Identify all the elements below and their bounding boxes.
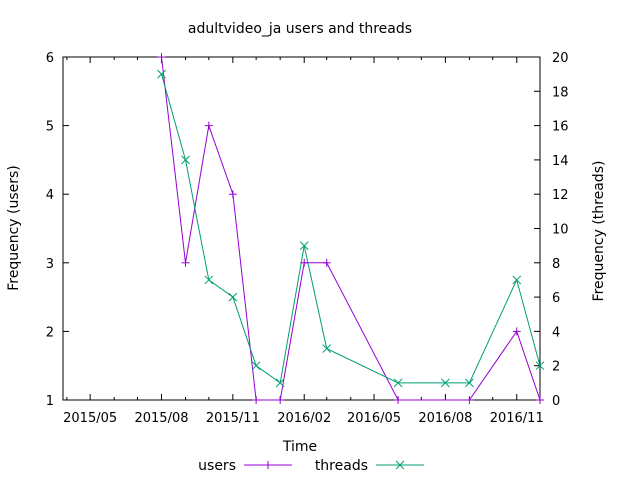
legend: users threads (198, 458, 424, 474)
y2-tick-label: 6 (552, 291, 560, 306)
data-point-users (276, 396, 285, 404)
legend-swatch-users (244, 461, 292, 469)
y-tick-label: 1 (46, 394, 54, 409)
data-point-threads (299, 241, 309, 251)
x-tick-label: 2015/08 (134, 411, 188, 426)
series-line-threads (161, 74, 541, 384)
x-tick-label: 2016/02 (277, 411, 331, 426)
data-point-users (157, 53, 166, 61)
series-line-users (161, 56, 541, 401)
y-tick-label: 2 (46, 325, 54, 340)
y2-tick-label: 14 (552, 154, 569, 169)
data-point-users (252, 396, 261, 404)
series-markers (157, 53, 545, 404)
x-tick-label: 2015/11 (206, 411, 260, 426)
data-point-users (465, 396, 474, 404)
legend-marker-threads (395, 460, 405, 470)
data-point-users (181, 258, 190, 267)
data-point-users (512, 327, 521, 336)
y2-tick-label: 4 (552, 325, 560, 340)
y-tick-label: 5 (46, 120, 54, 135)
x-tick-label: 2016/08 (418, 411, 472, 426)
y2-tick-label: 20 (552, 51, 569, 66)
chart-title: adultvideo_ja users and threads (188, 21, 412, 37)
legend-label-threads: threads (315, 458, 368, 474)
data-point-threads (393, 378, 403, 388)
data-point-threads (512, 275, 522, 285)
series-lines (161, 56, 541, 401)
data-point-threads (441, 378, 450, 388)
data-point-users (204, 121, 213, 130)
x-tick-label: 2016/11 (490, 411, 544, 426)
data-point-threads (322, 344, 332, 353)
data-point-threads (275, 378, 285, 388)
y2-tick-label: 18 (552, 85, 569, 100)
legend-label-users: users (198, 458, 236, 474)
legend-marker-users (264, 461, 272, 469)
data-point-threads (465, 378, 474, 388)
data-point-threads (157, 69, 166, 79)
data-point-users (322, 258, 331, 267)
data-point-users (300, 258, 309, 267)
y-axis-label: Frequency (users) (6, 165, 22, 291)
y-tick-label: 6 (46, 51, 54, 66)
x-axis-label: Time (282, 439, 317, 455)
y2-tick-label: 2 (552, 360, 560, 375)
y-tick-label: 3 (46, 257, 54, 272)
data-point-threads (228, 292, 238, 302)
data-point-users (228, 190, 237, 199)
y2-tick-label: 10 (552, 223, 569, 238)
legend-swatch-threads (376, 460, 424, 470)
y2-tick-label: 0 (552, 394, 560, 409)
data-point-threads (204, 275, 214, 285)
data-point-threads (181, 155, 190, 165)
y2-tick-label: 16 (552, 120, 569, 135)
data-point-threads (251, 361, 261, 371)
data-point-users (394, 396, 403, 404)
x-tick-label: 2015/05 (63, 411, 117, 426)
y2-tick-label: 12 (552, 188, 569, 203)
y-tick-label: 4 (46, 188, 54, 203)
axis-ticks: 2015/05 2015/08 2015/11 2016/02 2016/05 2016/… (46, 51, 569, 426)
plot-frame (62, 56, 541, 401)
x-tick-label: 2016/05 (347, 411, 401, 426)
data-point-threads (535, 361, 545, 371)
data-point-users (536, 396, 544, 404)
y2-tick-label: 8 (552, 257, 560, 272)
y2-axis-label: Frequency (threads) (591, 161, 607, 302)
